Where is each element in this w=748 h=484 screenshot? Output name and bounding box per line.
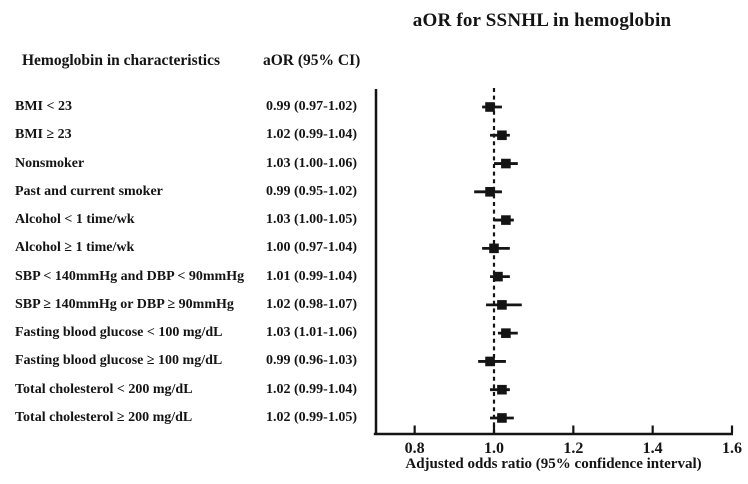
x-axis-tick-label: 1.2 — [563, 440, 583, 457]
row-aor-ci-value: 1.03 (1.00-1.06) — [266, 155, 357, 171]
aor-marker — [501, 158, 511, 169]
table-row: Total cholesterol ≥ 200 mg/dL 1.02 (0.99-… — [0, 404, 374, 432]
row-label: Alcohol ≥ 1 time/wk — [15, 240, 135, 256]
table-row: Past and current smoker 0.99 (0.95-1.02) — [0, 178, 374, 206]
aor-marker — [497, 300, 507, 310]
row-aor-ci-value: 1.02 (0.99-1.04) — [266, 127, 357, 143]
row-aor-ci-value: 0.99 (0.96-1.03) — [266, 353, 357, 369]
aor-ci-column-header: aOR (95% CI) — [263, 52, 361, 69]
row-label: Fasting blood glucose < 100 mg/dL — [15, 325, 223, 341]
x-axis-tick-label: 1.0 — [484, 440, 504, 457]
row-label: Fasting blood glucose ≥ 100 mg/dL — [15, 353, 223, 369]
row-label: Alcohol < 1 time/wk — [15, 212, 135, 228]
table-row: Total cholesterol < 200 mg/dL 1.02 (0.99-… — [0, 376, 374, 404]
row-aor-ci-value: 1.01 (0.99-1.04) — [266, 268, 357, 284]
table-row: BMI < 23 0.99 (0.97-1.02) — [0, 93, 374, 121]
row-label: BMI < 23 — [15, 99, 72, 114]
row-aor-ci-value: 0.99 (0.97-1.02) — [266, 99, 357, 114]
table-row: SBP < 140mmHg and DBP < 90mmHg 1.01 (0.99… — [0, 263, 374, 291]
table-row: Fasting blood glucose ≥ 100 mg/dL 0.99 (0… — [0, 347, 374, 375]
row-aor-ci-value: 1.00 (0.97-1.04) — [266, 240, 357, 256]
row-aor-ci-value: 0.99 (0.95-1.02) — [266, 183, 357, 199]
x-axis-tick-label: 1.4 — [643, 440, 663, 457]
aor-marker — [485, 356, 495, 367]
aor-marker — [489, 243, 499, 254]
aor-marker — [501, 215, 511, 225]
row-label: SBP ≥ 140mmHg or DBP ≥ 90mmHg — [15, 296, 234, 312]
x-axis-tick-label: 0.8 — [405, 440, 425, 457]
row-aor-ci-value: 1.02 (0.99-1.05) — [266, 409, 357, 425]
column-headers: Hemoglobin in characteristics aOR (95% C… — [0, 50, 374, 72]
aor-marker — [497, 384, 507, 395]
x-axis-label: Adjusted odds ratio (95% confidence inte… — [405, 456, 701, 472]
characteristics-column-header: Hemoglobin in characteristics — [22, 52, 221, 69]
aor-marker — [497, 130, 507, 141]
x-axis-tick-label: 1.6 — [722, 440, 742, 457]
row-aor-ci-value: 1.02 (0.98-1.07) — [266, 296, 357, 312]
row-aor-ci-value: 1.03 (1.00-1.05) — [266, 212, 357, 228]
aor-marker — [501, 328, 511, 338]
row-aor-ci-value: 1.02 (0.99-1.04) — [266, 381, 357, 397]
characteristics-table: BMI < 23 0.99 (0.97-1.02) BMI ≥ 23 1.02 (0.… — [0, 93, 374, 432]
aor-marker — [497, 413, 507, 423]
aor-marker — [493, 271, 503, 282]
row-label: Total cholesterol ≥ 200 mg/dL — [15, 409, 193, 425]
table-row: SBP ≥ 140mmHg or DBP ≥ 90mmHg 1.02 (0.98-… — [0, 291, 374, 319]
row-label: BMI ≥ 23 — [15, 127, 72, 143]
table-row: Alcohol ≥ 1 time/wk 1.00 (0.97-1.04) — [0, 234, 374, 262]
row-aor-ci-value: 1.03 (1.01-1.06) — [266, 325, 357, 341]
row-label: SBP < 140mmHg and DBP < 90mmHg — [15, 268, 245, 284]
chart-title: aOR for SSNHL in hemoglobin — [412, 10, 672, 31]
aor-marker — [485, 102, 495, 112]
table-row: BMI ≥ 23 1.02 (0.99-1.04) — [0, 121, 374, 149]
table-row: Nonsmoker 1.03 (1.00-1.06) — [0, 150, 374, 178]
row-label: Nonsmoker — [15, 155, 85, 171]
aor-marker — [485, 187, 495, 197]
table-row: Alcohol < 1 time/wk 1.03 (1.00-1.05) — [0, 206, 374, 234]
table-row: Fasting blood glucose < 100 mg/dL 1.03 (1… — [0, 319, 374, 347]
row-label: Total cholesterol < 200 mg/dL — [15, 381, 193, 397]
row-label: Past and current smoker — [15, 183, 163, 199]
